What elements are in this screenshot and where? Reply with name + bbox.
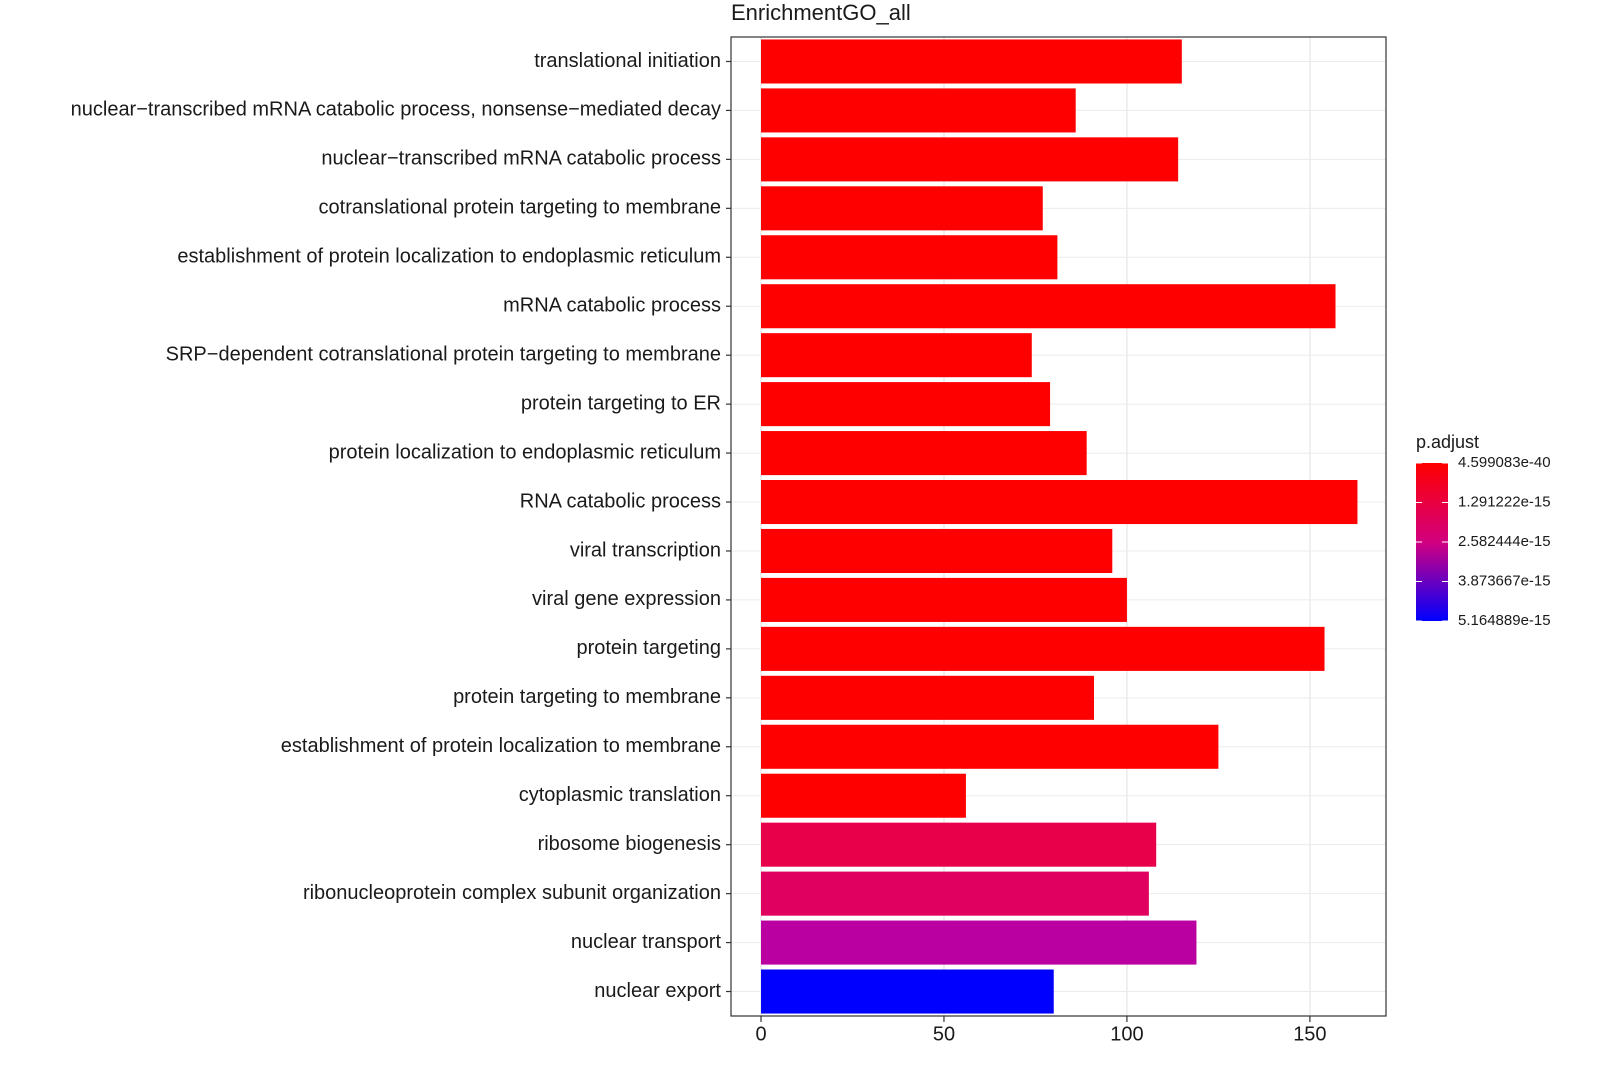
bar <box>761 626 1325 671</box>
bar <box>761 871 1149 916</box>
bar <box>761 39 1182 84</box>
legend-label: 5.164889e-15 <box>1458 612 1551 629</box>
x-tick-label: 150 <box>1293 1023 1326 1045</box>
y-tick-label: cytoplasmic translation <box>519 784 721 806</box>
plot-area <box>731 37 1386 1016</box>
y-tick-label: nuclear transport <box>571 931 722 953</box>
y-tick-label: ribosome biogenesis <box>538 833 721 855</box>
y-tick-label: nuclear−transcribed mRNA catabolic proce… <box>321 148 721 170</box>
y-tick-label: viral transcription <box>570 539 721 561</box>
legend-label: 1.291222e-15 <box>1458 493 1551 510</box>
bar <box>761 577 1127 622</box>
y-tick-label: ribonucleoprotein complex subunit organi… <box>303 882 721 904</box>
bar <box>761 137 1179 182</box>
y-tick-label: protein targeting to ER <box>521 392 721 414</box>
y-tick-label: protein targeting to membrane <box>453 686 721 708</box>
y-tick-label: viral gene expression <box>532 588 721 610</box>
y-tick-label: RNA catabolic process <box>520 490 721 512</box>
y-tick-label: SRP−dependent cotranslational protein ta… <box>166 343 721 365</box>
bar <box>761 724 1219 769</box>
bar <box>761 479 1358 525</box>
bar <box>761 969 1054 1014</box>
y-tick-label: translational initiation <box>534 50 721 72</box>
x-tick-label: 50 <box>933 1023 955 1045</box>
bar <box>761 675 1094 720</box>
chart-title: EnrichmentGO_all <box>731 0 911 25</box>
y-tick-label: protein targeting <box>576 637 721 659</box>
y-tick-label: establishment of protein localization to… <box>177 246 721 268</box>
y-tick-label: mRNA catabolic process <box>503 295 721 317</box>
x-tick-label: 100 <box>1110 1023 1143 1045</box>
y-tick-label: cotranslational protein targeting to mem… <box>319 197 721 219</box>
y-tick-label: nuclear−transcribed mRNA catabolic proce… <box>71 99 721 121</box>
bar <box>761 773 966 818</box>
bar <box>761 88 1076 133</box>
bar <box>761 333 1032 378</box>
bar <box>761 382 1051 427</box>
bar <box>761 431 1087 476</box>
legend-label: 4.599083e-40 <box>1458 454 1551 471</box>
y-tick-label: protein localization to endoplasmic reti… <box>329 441 721 463</box>
bar <box>761 920 1197 965</box>
bar <box>761 284 1336 329</box>
x-tick-label: 0 <box>755 1023 766 1045</box>
plot-border <box>730 36 1387 1017</box>
y-tick-label: establishment of protein localization to… <box>281 735 721 757</box>
bar <box>761 822 1157 867</box>
bar <box>761 186 1043 231</box>
bar <box>761 235 1058 280</box>
legend-label: 3.873667e-15 <box>1458 572 1551 589</box>
y-tick-label: nuclear export <box>594 980 721 1002</box>
legend-label: 2.582444e-15 <box>1458 533 1551 550</box>
legend-title: p.adjust <box>1416 432 1479 452</box>
bar <box>761 528 1113 574</box>
